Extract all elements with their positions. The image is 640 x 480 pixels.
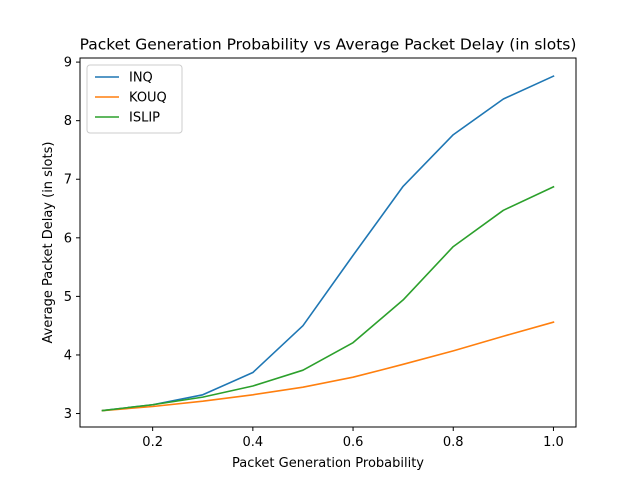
y-tick-label: 3: [64, 407, 72, 422]
legend-label-islip: ISLIP: [129, 111, 160, 126]
series-line-islip: [101, 185, 555, 412]
x-tick-label: 0.2: [142, 435, 163, 450]
plot-frame: [79, 57, 577, 428]
y-axis: 3 4 5 6 7 8 9: [64, 56, 80, 422]
series-line-inq: [101, 75, 555, 412]
y-tick-label: 9: [64, 56, 72, 71]
x-tick-label: 0.8: [443, 435, 464, 450]
x-tick-label: 0.6: [343, 435, 364, 450]
series-layer: [101, 75, 555, 412]
y-tick-label: 5: [64, 290, 72, 305]
x-tick-label: 0.4: [243, 435, 264, 450]
y-tick-label: 4: [64, 348, 72, 363]
legend-label-kouq: KOUQ: [129, 91, 167, 106]
legend: INQ KOUQ ISLIP: [86, 64, 183, 134]
x-axis: 0.2 0.4 0.6 0.8 1.0: [142, 427, 564, 450]
x-axis-title: Packet Generation Probability: [232, 456, 424, 471]
legend-box: [86, 64, 183, 134]
legend-label-inq: INQ: [129, 71, 153, 86]
chart-title: Packet Generation Probability vs Average…: [80, 36, 577, 54]
y-axis-title: Average Packet Delay (in slots): [41, 142, 56, 344]
y-tick-label: 6: [64, 231, 72, 246]
series-line-kouq: [101, 321, 555, 412]
y-tick-label: 8: [64, 114, 72, 129]
y-tick-label: 7: [64, 173, 72, 188]
x-tick-label: 1.0: [543, 435, 564, 450]
